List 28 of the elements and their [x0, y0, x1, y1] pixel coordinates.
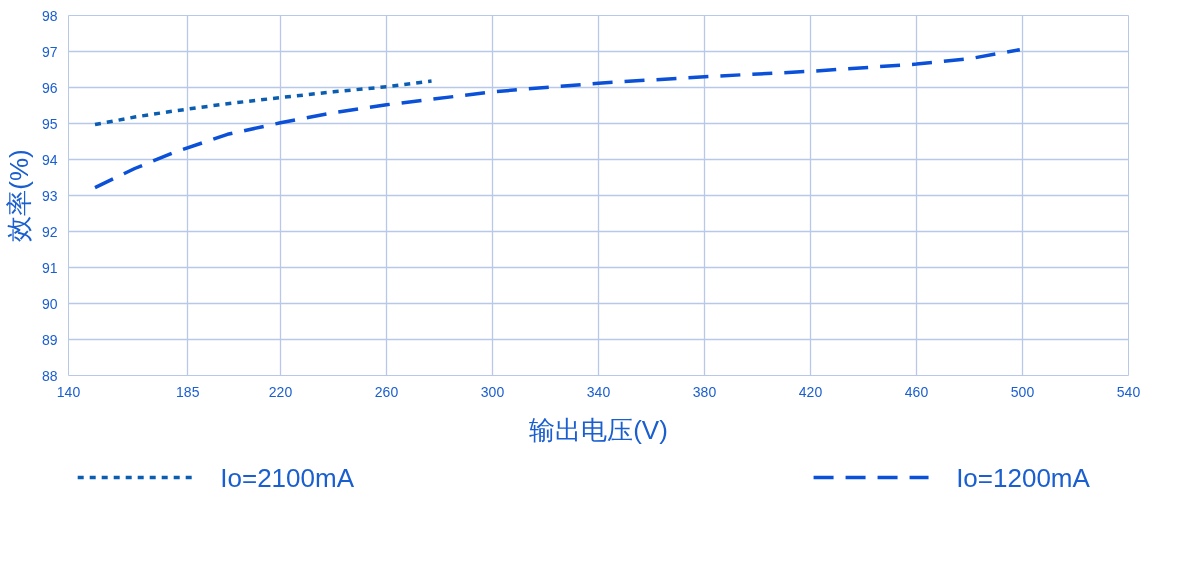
x-tick-label: 140: [56, 383, 81, 400]
y-tick-label: 91: [41, 259, 58, 276]
y-tick-label: 97: [41, 43, 58, 60]
x-tick-label: 540: [1116, 383, 1141, 400]
y-tick-label: 95: [41, 115, 58, 132]
y-tick-label: 98: [41, 7, 58, 24]
line-series: [93, 47, 1022, 190]
x-tick-label: 220: [268, 383, 293, 400]
y-tick-label: 94: [41, 151, 58, 168]
y-tick-label: 92: [41, 223, 58, 240]
legend-label: Io=2100mA: [220, 462, 355, 493]
x-tick-label: 260: [374, 383, 399, 400]
y-tick-label: 96: [41, 79, 58, 96]
y-tick-label: 88: [41, 367, 58, 384]
line-series: [93, 79, 434, 127]
x-tick-label: 500: [1010, 383, 1035, 400]
y-tick-label: 90: [41, 295, 58, 312]
x-tick-label: 380: [692, 383, 717, 400]
x-axis-title: 输出电压(V): [529, 414, 668, 445]
x-tick-label: 420: [798, 383, 823, 400]
y-axis-title: 效率(%): [3, 149, 34, 242]
x-tick-label: 185: [176, 383, 200, 400]
legend-label: Io=1200mA: [956, 462, 1091, 493]
x-tick-label: 340: [586, 383, 611, 400]
x-tick-label: 300: [480, 383, 505, 400]
x-tick-label: 460: [904, 383, 929, 400]
y-tick-label: 89: [41, 331, 58, 348]
y-tick-label: 93: [41, 187, 58, 204]
